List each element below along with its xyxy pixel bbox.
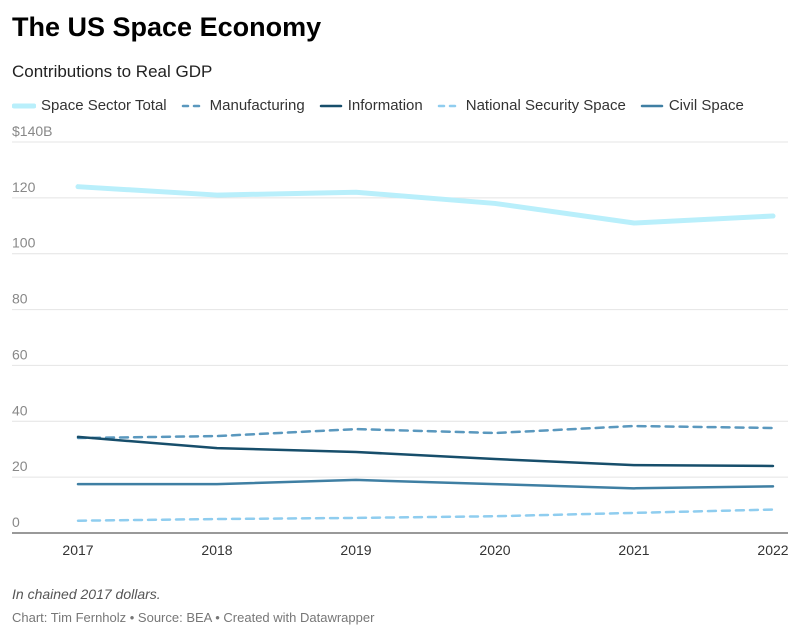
legend-item: Information — [319, 97, 423, 114]
y-tick-label: 60 — [12, 346, 28, 362]
legend-item: Civil Space — [640, 97, 744, 114]
legend-label: Space Sector Total — [41, 97, 167, 114]
x-tick-label: 2019 — [340, 542, 371, 558]
legend-swatch — [640, 104, 664, 107]
y-tick-label: 100 — [12, 235, 36, 251]
legend-item: Manufacturing — [181, 97, 305, 114]
legend-swatch — [319, 104, 342, 107]
y-tick-label: 0 — [12, 514, 20, 530]
chart-title: The US Space Economy — [12, 12, 322, 42]
series-line — [76, 508, 775, 522]
chart-subtitle: Contributions to Real GDP — [12, 62, 213, 81]
legend-label: Civil Space — [668, 97, 744, 114]
y-tick-label: 120 — [12, 179, 36, 195]
y-tick-label: $140B — [12, 123, 52, 139]
series-line — [76, 435, 775, 468]
legend-label: Information — [347, 97, 423, 114]
chart-note: In chained 2017 dollars. — [12, 586, 161, 602]
x-tick-label: 2017 — [62, 542, 93, 558]
legend-swatch — [437, 104, 460, 107]
legend-swatch — [181, 104, 204, 107]
y-tick-label: 20 — [12, 458, 28, 474]
x-tick-label: 2022 — [757, 542, 788, 558]
chart-credit: Chart: Tim Fernholz • Source: BEA • Crea… — [12, 610, 375, 625]
series-line — [76, 478, 775, 490]
legend-label: Manufacturing — [209, 97, 305, 114]
line-chart: 0 20 40 60 80 100 120 $140B 2017 2018 2019 2020 2021… — [12, 123, 789, 558]
series-line — [76, 424, 775, 440]
x-tick-label: 2021 — [618, 542, 649, 558]
y-tick-label: 80 — [12, 291, 28, 307]
x-tick-label: 2018 — [201, 542, 232, 558]
x-tick-label: 2020 — [479, 542, 510, 558]
y-tick-label: 40 — [12, 402, 28, 418]
legend: Space Sector Total Manufacturing Informati… — [12, 97, 744, 114]
legend-swatch — [12, 103, 36, 108]
legend-item: Space Sector Total — [12, 97, 167, 114]
legend-label: National Security Space — [465, 97, 626, 114]
series-line — [75, 184, 776, 226]
legend-item: National Security Space — [437, 97, 626, 114]
